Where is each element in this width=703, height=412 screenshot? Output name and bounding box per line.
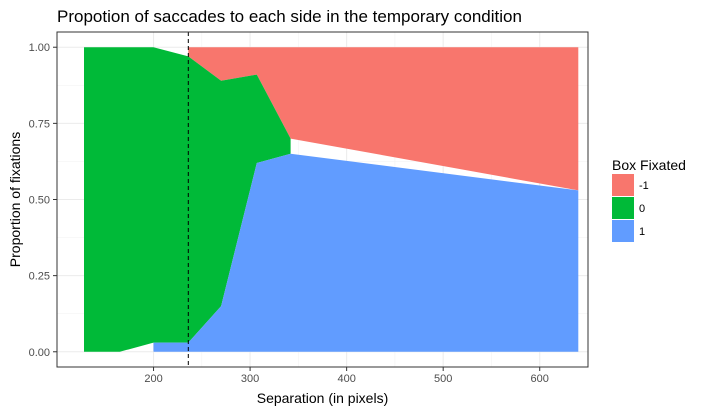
y-axis-label: Proportion of fixations [7, 132, 23, 267]
y-tick-label: 0.00 [29, 347, 50, 359]
y-tick-label: 0.50 [29, 195, 50, 207]
legend-label--1: -1 [639, 180, 649, 192]
x-tick-label: 600 [531, 373, 549, 385]
legend-title: Box Fixated [612, 157, 686, 173]
area-series-1 [153, 153, 579, 352]
legend: Box Fixated -1 0 1 [612, 157, 686, 242]
y-tick-label: 0.75 [29, 118, 50, 130]
legend-key-0 [612, 197, 634, 219]
x-tick-label: 300 [241, 373, 259, 385]
y-tick-label: 1.00 [29, 42, 50, 54]
legend-label-0: 0 [639, 203, 645, 215]
area-series [84, 47, 579, 352]
x-tick-label: 400 [337, 373, 355, 385]
x-axis-label: Separation (in pixels) [257, 390, 389, 406]
chart-title: Propotion of saccades to each side in th… [57, 7, 522, 26]
legend-key--1 [612, 174, 634, 196]
area-series--1 [188, 47, 579, 191]
y-tick-label: 0.25 [29, 271, 50, 283]
x-tick-label: 200 [144, 373, 162, 385]
legend-key-1 [612, 220, 634, 242]
x-tick-label: 500 [434, 373, 452, 385]
area-series-0 [84, 47, 291, 352]
legend-label-1: 1 [639, 226, 645, 238]
axis-ticks: 200 300 400 500 600 0.00 0.25 0.50 0.75 1.00 [29, 42, 549, 385]
